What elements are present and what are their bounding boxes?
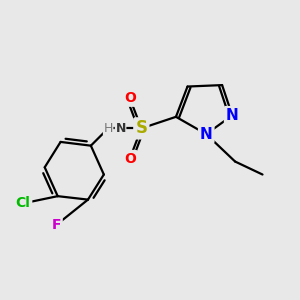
- Text: H: H: [103, 122, 113, 135]
- Text: O: O: [124, 91, 136, 105]
- Text: N: N: [200, 127, 213, 142]
- Text: N: N: [226, 108, 239, 123]
- Text: F: F: [52, 218, 61, 232]
- Text: Cl: Cl: [16, 196, 31, 210]
- Text: N: N: [116, 122, 126, 135]
- Text: S: S: [135, 119, 147, 137]
- Text: O: O: [124, 152, 136, 166]
